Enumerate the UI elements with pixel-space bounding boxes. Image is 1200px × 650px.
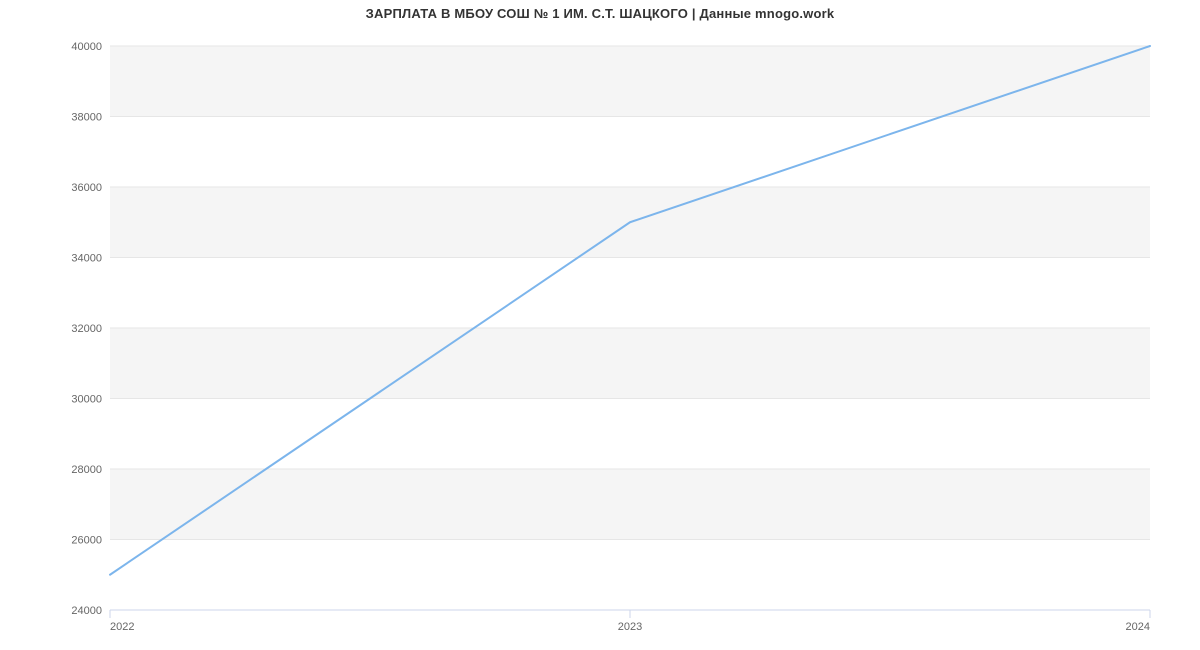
svg-text:2024: 2024: [1126, 621, 1150, 633]
chart-svg: 24000 26000 28000 30000 32000 34000 36000 38000…: [0, 0, 1200, 650]
svg-text:38000: 38000: [71, 112, 102, 124]
svg-text:32000: 32000: [71, 323, 102, 335]
svg-text:2022: 2022: [110, 621, 134, 633]
svg-text:28000: 28000: [71, 464, 102, 476]
svg-text:30000: 30000: [71, 394, 102, 406]
chart-title: ЗАРПЛАТА В МБОУ СОШ № 1 ИМ. С.Т. ШАЦКОГО…: [0, 6, 1200, 21]
svg-text:34000: 34000: [71, 253, 102, 265]
salary-line-chart: ЗАРПЛАТА В МБОУ СОШ № 1 ИМ. С.Т. ШАЦКОГО…: [0, 0, 1200, 650]
svg-text:40000: 40000: [71, 41, 102, 53]
svg-text:26000: 26000: [71, 535, 102, 547]
svg-text:36000: 36000: [71, 182, 102, 194]
svg-text:2023: 2023: [618, 621, 642, 633]
svg-text:24000: 24000: [71, 605, 102, 617]
